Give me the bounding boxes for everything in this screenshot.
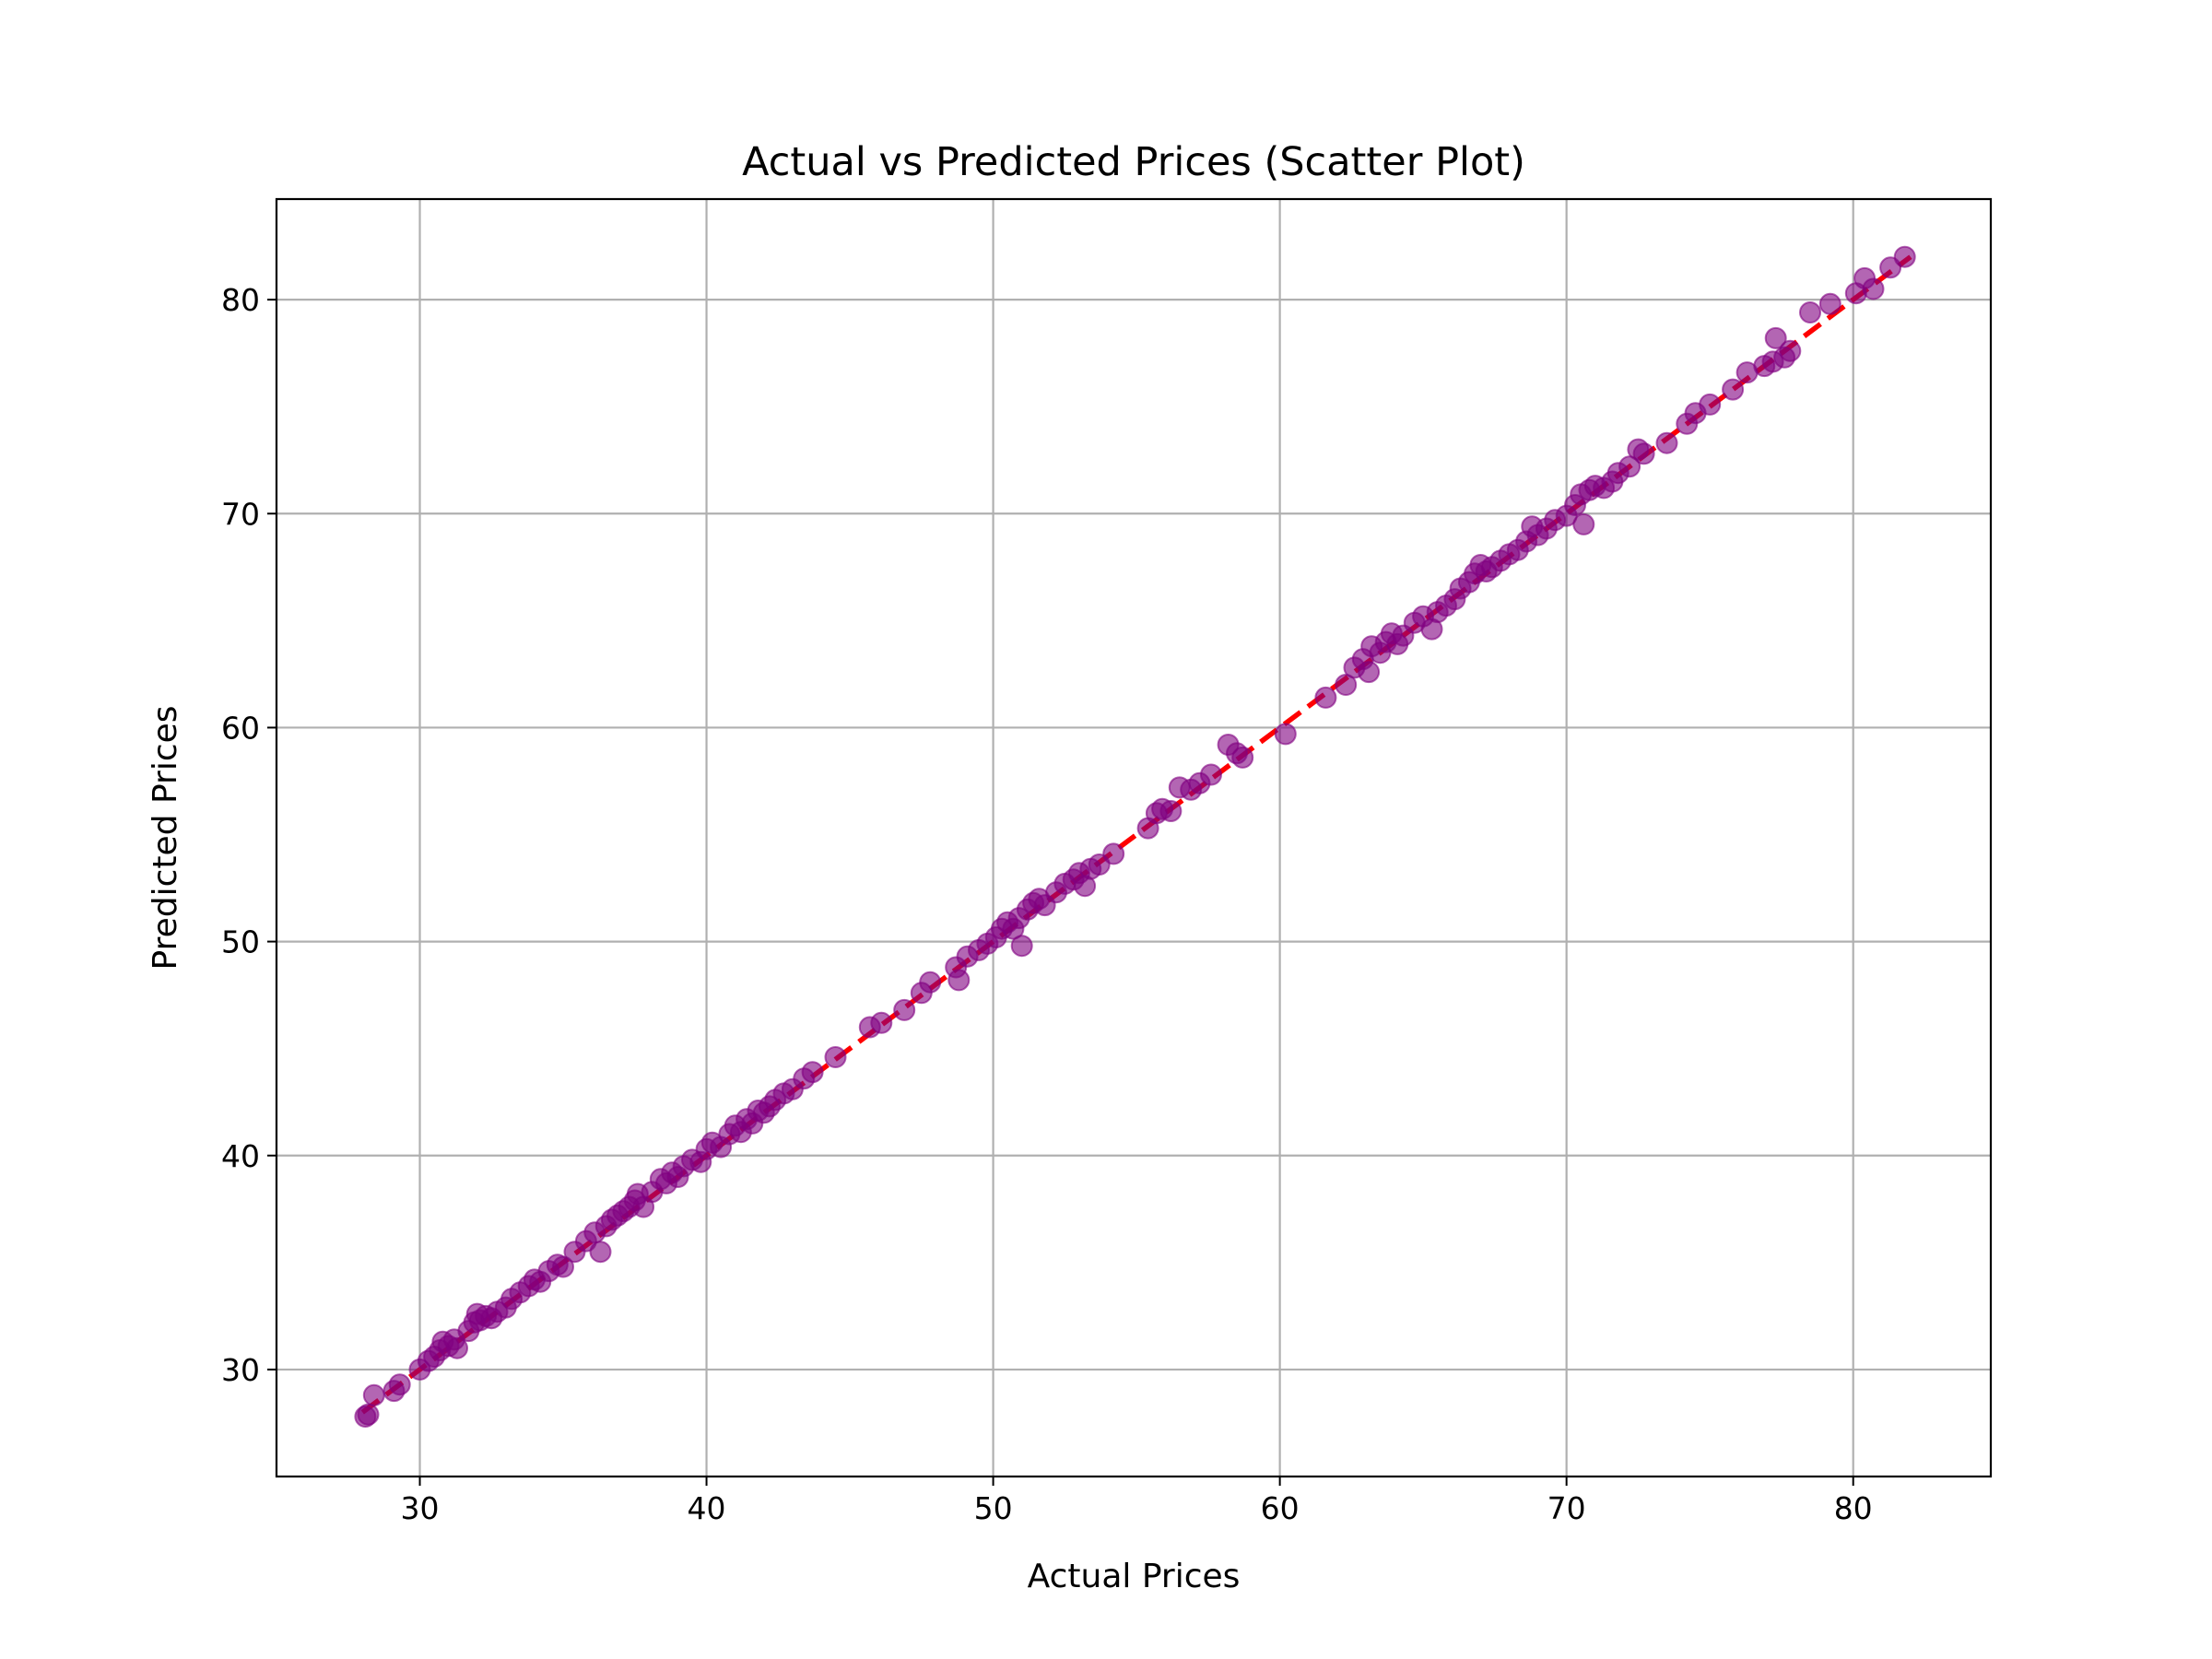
data-point-106 bbox=[1314, 686, 1337, 709]
plot-frame bbox=[275, 197, 1993, 1478]
data-point-4 bbox=[388, 1373, 411, 1396]
data-point-140 bbox=[1572, 512, 1595, 535]
data-point-64 bbox=[801, 1061, 824, 1084]
chart-title: Actual vs Predicted Prices (Scatter Plot… bbox=[742, 139, 1525, 185]
data-point-152 bbox=[1699, 393, 1722, 416]
data-point-110 bbox=[1358, 661, 1381, 684]
grid-lines bbox=[276, 199, 1991, 1477]
data-point-153 bbox=[1722, 378, 1745, 401]
y-axis-ticks: 30 40 50 60 70 80 bbox=[221, 282, 276, 1388]
data-point-65 bbox=[824, 1046, 847, 1068]
x-tick-label-3: 60 bbox=[1261, 1490, 1300, 1526]
data-point-148 bbox=[1632, 442, 1655, 465]
data-point-104 bbox=[1231, 746, 1254, 769]
data-point-101 bbox=[1200, 763, 1222, 786]
data-point-97 bbox=[1159, 800, 1182, 822]
data-point-160 bbox=[1799, 301, 1821, 324]
data-point-159 bbox=[1779, 339, 1802, 362]
y-tick-label-0: 30 bbox=[221, 1352, 260, 1388]
x-axis-label: Actual Prices bbox=[1028, 1558, 1241, 1595]
data-points bbox=[354, 245, 1916, 1428]
y-tick-label-2: 50 bbox=[221, 924, 260, 960]
data-point-32 bbox=[589, 1241, 612, 1264]
data-point-70 bbox=[919, 971, 942, 994]
y-tick-label-1: 40 bbox=[221, 1138, 260, 1174]
data-point-146 bbox=[1618, 455, 1641, 478]
x-axis-ticks: 30 40 50 60 70 80 bbox=[401, 1477, 1873, 1526]
data-point-28 bbox=[552, 1255, 574, 1278]
x-tick-label-5: 80 bbox=[1834, 1490, 1873, 1526]
data-point-72 bbox=[947, 969, 971, 992]
y-tick-label-5: 80 bbox=[221, 282, 260, 318]
data-point-149 bbox=[1655, 431, 1678, 454]
data-point-161 bbox=[1818, 292, 1841, 315]
x-tick-label-1: 40 bbox=[688, 1490, 726, 1526]
data-point-166 bbox=[1893, 245, 1916, 268]
data-point-93 bbox=[1102, 842, 1125, 865]
y-axis-label: Predicted Prices bbox=[147, 705, 184, 970]
data-point-164 bbox=[1862, 277, 1885, 300]
data-point-105 bbox=[1274, 723, 1297, 746]
y-tick-label-4: 70 bbox=[221, 496, 260, 532]
data-point-67 bbox=[870, 1011, 893, 1034]
x-tick-label-2: 50 bbox=[974, 1490, 1013, 1526]
data-point-2 bbox=[362, 1383, 385, 1406]
data-point-81 bbox=[1010, 935, 1033, 958]
y-tick-label-3: 60 bbox=[221, 710, 260, 746]
data-point-12 bbox=[446, 1336, 468, 1359]
data-point-1 bbox=[357, 1403, 380, 1426]
x-tick-label-4: 70 bbox=[1547, 1490, 1586, 1526]
data-point-107 bbox=[1335, 674, 1358, 696]
x-tick-label-0: 30 bbox=[401, 1490, 440, 1526]
data-point-68 bbox=[893, 998, 916, 1021]
data-point-157 bbox=[1764, 326, 1787, 349]
